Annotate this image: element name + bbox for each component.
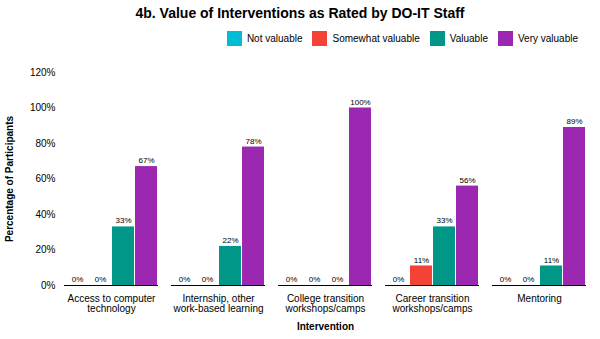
svg-text:22%: 22% bbox=[222, 236, 238, 245]
svg-text:College transitionworkshops/ca: College transitionworkshops/camps bbox=[284, 293, 365, 314]
html-text:Valuable: Valuable bbox=[449, 33, 488, 44]
svg-text:0%: 0% bbox=[393, 275, 405, 284]
svg-text:0%: 0% bbox=[179, 275, 191, 284]
svg-text:0%: 0% bbox=[41, 280, 56, 291]
svg-text:0%: 0% bbox=[72, 275, 84, 284]
svg-text:Mentoring: Mentoring bbox=[517, 293, 561, 304]
svg-text:0%: 0% bbox=[523, 275, 535, 284]
svg-text:0%: 0% bbox=[202, 275, 214, 284]
svg-text:Internship, otherwork-based le: Internship, otherwork-based learning bbox=[172, 293, 263, 314]
svg-text:0%: 0% bbox=[500, 275, 512, 284]
svg-text:20%: 20% bbox=[35, 244, 55, 255]
svg-text:11%: 11% bbox=[414, 256, 429, 265]
svg-text:Intervention: Intervention bbox=[297, 321, 354, 332]
svg-text:0%: 0% bbox=[95, 275, 107, 284]
svg-text:0%: 0% bbox=[332, 275, 344, 284]
svg-text:89%: 89% bbox=[566, 117, 582, 126]
svg-text:60%: 60% bbox=[35, 173, 55, 184]
svg-text:56%: 56% bbox=[459, 176, 475, 185]
svg-text:33%: 33% bbox=[115, 216, 131, 225]
svg-text:80%: 80% bbox=[35, 138, 55, 149]
svg-text:33%: 33% bbox=[436, 216, 452, 225]
svg-text:0%: 0% bbox=[286, 275, 298, 284]
html-text:4b. Value of Interventions as: 4b. Value of Interventions as Rated by D… bbox=[135, 5, 465, 21]
svg-text:100%: 100% bbox=[30, 102, 56, 113]
svg-text:0%: 0% bbox=[309, 275, 321, 284]
svg-text:100%: 100% bbox=[350, 98, 370, 107]
svg-text:Percentage of Participants: Percentage of Participants bbox=[4, 115, 15, 242]
svg-text:Access to computertechnology: Access to computertechnology bbox=[68, 293, 156, 314]
html-text:Not valuable: Not valuable bbox=[246, 33, 303, 44]
svg-text:11%: 11% bbox=[544, 256, 559, 265]
svg-text:78%: 78% bbox=[245, 137, 261, 146]
svg-text:Career transitionworkshops/cam: Career transitionworkshops/camps bbox=[391, 293, 472, 314]
html-text:Somewhat valuable: Somewhat valuable bbox=[332, 33, 420, 44]
svg-text:40%: 40% bbox=[35, 209, 55, 220]
html-text:Very valuable: Very valuable bbox=[518, 33, 578, 44]
svg-text:120%: 120% bbox=[30, 67, 56, 78]
svg-text:67%: 67% bbox=[138, 156, 154, 165]
